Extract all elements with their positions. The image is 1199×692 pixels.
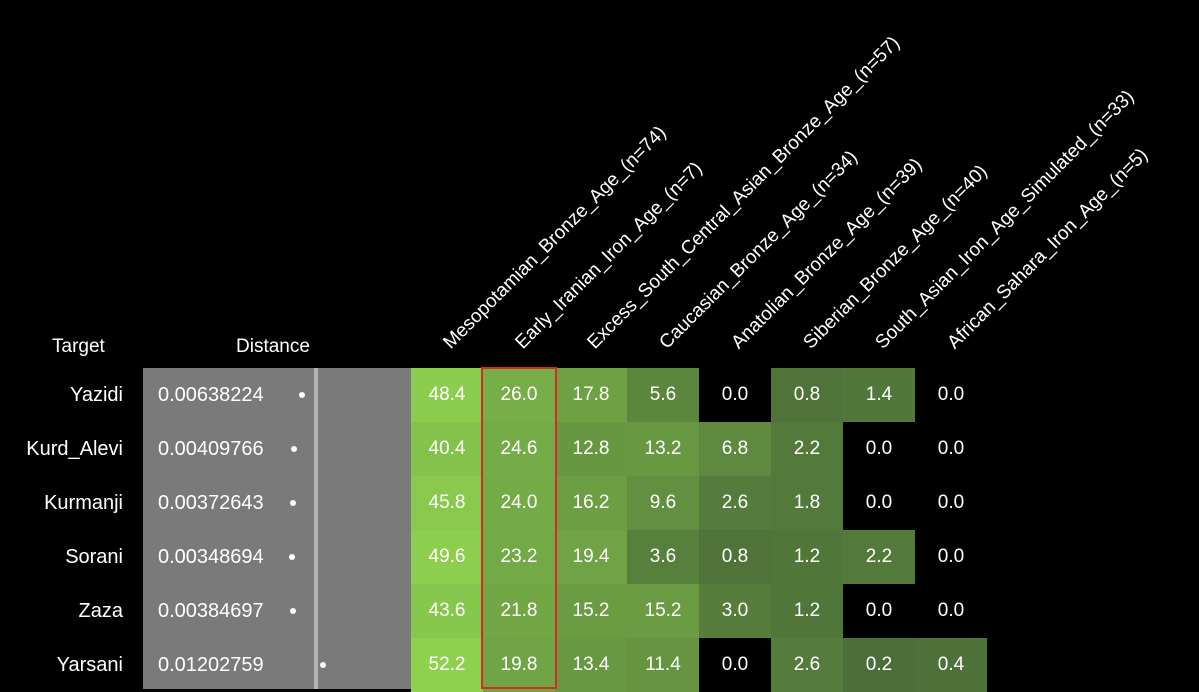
- row-target-label: Kurmanji: [44, 492, 123, 514]
- heatmap-cell: 24.6: [483, 422, 555, 476]
- heatmap-cell: 9.6: [627, 476, 699, 530]
- heatmap-cell: 0.0: [915, 530, 987, 584]
- heatmap-cell: 43.6: [411, 584, 483, 638]
- row-distance-dot: [289, 500, 296, 506]
- distance-panel: [143, 368, 411, 689]
- heatmap-cell: 0.0: [843, 584, 915, 638]
- row-distance-value: 0.00372643: [158, 492, 264, 514]
- heatmap-cell: 13.4: [555, 638, 627, 692]
- heatmap-cell: 2.6: [771, 638, 843, 692]
- heatmap-cell: 15.2: [627, 584, 699, 638]
- heatmap-cell: 23.2: [483, 530, 555, 584]
- row-distance-dot: [289, 554, 295, 560]
- row-target-label: Yazidi: [70, 384, 123, 406]
- heatmap-cell: 0.0: [915, 368, 987, 422]
- heatmap-cell: 1.2: [771, 584, 843, 638]
- heatmap-cell: 52.2: [411, 638, 483, 692]
- heatmap-cell: 16.2: [555, 476, 627, 530]
- column-header: South_Asian_Iron_Age_Simulated_(n=33): [871, 86, 1139, 354]
- row-distance-dot: [319, 662, 326, 668]
- heatmap-cell: 49.6: [411, 530, 483, 584]
- row-distance-value: 0.00384697: [158, 600, 264, 622]
- row-target-label: Kurd_Alevi: [26, 438, 123, 460]
- heatmap-cell: 48.4: [411, 368, 483, 422]
- heatmap-cell: 13.2: [627, 422, 699, 476]
- heatmap-cell: 45.8: [411, 476, 483, 530]
- heatmap-cell: 19.4: [555, 530, 627, 584]
- heatmap-cell: 0.8: [771, 368, 843, 422]
- row-distance-value: 0.00409766: [158, 438, 264, 460]
- heatmap-cell: 3.0: [699, 584, 771, 638]
- distance-header: Distance: [236, 336, 310, 357]
- row-target-label: Zaza: [78, 600, 123, 622]
- heatmap-cell: 0.0: [699, 638, 771, 692]
- heatmap-cell: 0.0: [843, 422, 915, 476]
- heatmap-cell: 5.6: [627, 368, 699, 422]
- row-distance-dot: [299, 392, 306, 398]
- row-distance-value: 0.00638224: [158, 384, 264, 406]
- heatmap-cell: 2.2: [843, 530, 915, 584]
- heatmap-cell: 12.8: [555, 422, 627, 476]
- heatmap-cell: 21.8: [483, 584, 555, 638]
- heatmap-cell: 15.2: [555, 584, 627, 638]
- distance-axis-line: [314, 368, 318, 689]
- heatmap-cell: 0.0: [915, 476, 987, 530]
- heatmap-cell: 1.2: [771, 530, 843, 584]
- row-target-label: Sorani: [65, 546, 123, 568]
- heatmap-cell: 0.0: [699, 368, 771, 422]
- heatmap-cell: 0.8: [699, 530, 771, 584]
- heatmap-cell: 24.0: [483, 476, 555, 530]
- heatmap-cell: 0.2: [843, 638, 915, 692]
- heatmap-cell: 40.4: [411, 422, 483, 476]
- row-distance-dot: [290, 608, 297, 614]
- heatmap-cell: 11.4: [627, 638, 699, 692]
- row-target-label: Yarsani: [56, 654, 123, 676]
- heatmap-cell: 0.4: [915, 638, 987, 692]
- row-distance-dot: [291, 446, 298, 452]
- target-header: Target: [52, 336, 105, 357]
- heatmap-cell: 2.2: [771, 422, 843, 476]
- heatmap-cell: 26.0: [483, 368, 555, 422]
- row-distance-value: 0.00348694: [158, 546, 264, 568]
- heatmap-cell: 6.8: [699, 422, 771, 476]
- heatmap-cell: 1.8: [771, 476, 843, 530]
- heatmap-cell: 0.0: [915, 584, 987, 638]
- heatmap-cell: 2.6: [699, 476, 771, 530]
- heatmap-cell: 19.8: [483, 638, 555, 692]
- heatmap-cell: 0.0: [843, 476, 915, 530]
- heatmap-cell: 0.0: [915, 422, 987, 476]
- heatmap-cell: 17.8: [555, 368, 627, 422]
- heatmap-cell: 3.6: [627, 530, 699, 584]
- heatmap-cell: 1.4: [843, 368, 915, 422]
- row-distance-value: 0.01202759: [158, 654, 264, 676]
